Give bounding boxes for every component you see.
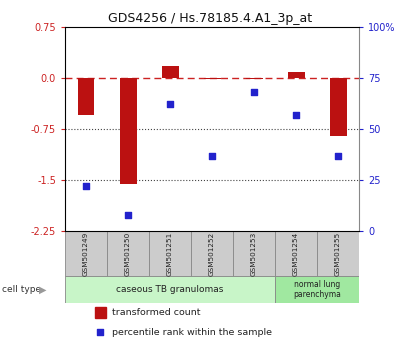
Bar: [120, 78, 136, 183]
Bar: [78, 78, 94, 115]
Bar: [94, 307, 106, 319]
Bar: [275, 231, 317, 276]
Text: GSM501252: GSM501252: [209, 232, 215, 276]
Text: cell type: cell type: [2, 285, 41, 294]
Bar: [288, 72, 304, 78]
Bar: [246, 78, 262, 79]
Text: percentile rank within the sample: percentile rank within the sample: [112, 328, 272, 337]
Text: ▶: ▶: [39, 285, 46, 295]
Text: GSM501255: GSM501255: [335, 232, 341, 276]
Bar: [275, 276, 359, 303]
Bar: [65, 276, 275, 303]
Point: [83, 183, 89, 189]
Bar: [330, 78, 346, 136]
Text: transformed count: transformed count: [112, 308, 201, 317]
Point: [335, 153, 341, 158]
Bar: [204, 78, 220, 79]
Bar: [233, 231, 275, 276]
Bar: [65, 231, 107, 276]
Point: [251, 89, 257, 95]
Bar: [162, 66, 178, 78]
Text: caseous TB granulomas: caseous TB granulomas: [116, 285, 224, 294]
Point: [293, 112, 299, 118]
Point: [167, 102, 173, 107]
Point: [97, 330, 104, 335]
Text: normal lung
parenchyma: normal lung parenchyma: [293, 280, 341, 299]
Text: GDS4256 / Hs.78185.4.A1_3p_at: GDS4256 / Hs.78185.4.A1_3p_at: [108, 12, 312, 25]
Text: GSM501250: GSM501250: [125, 232, 131, 276]
Point: [125, 212, 131, 218]
Bar: [149, 231, 191, 276]
Text: GSM501251: GSM501251: [167, 232, 173, 276]
Bar: [107, 231, 149, 276]
Bar: [191, 231, 233, 276]
Text: GSM501254: GSM501254: [293, 232, 299, 276]
Bar: [317, 231, 359, 276]
Text: GSM501249: GSM501249: [83, 232, 89, 276]
Point: [209, 153, 215, 158]
Text: GSM501253: GSM501253: [251, 232, 257, 276]
